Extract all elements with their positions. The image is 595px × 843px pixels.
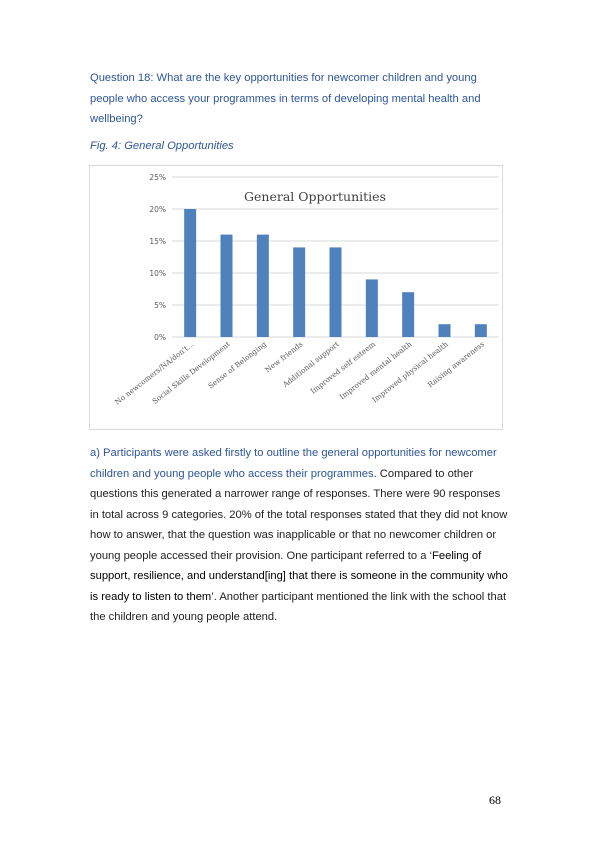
question-text: Question 18: What are the key opportunit… bbox=[90, 72, 481, 125]
y-tick-label: 10% bbox=[149, 269, 166, 278]
participant-quote: Feeling of support, resilience, and unde… bbox=[90, 549, 508, 603]
bar bbox=[220, 234, 233, 337]
y-tick-label: 25% bbox=[149, 173, 166, 182]
bar bbox=[184, 209, 197, 337]
page-number: 68 bbox=[489, 793, 501, 807]
intro-highlight: a) Participants were asked firstly to ou… bbox=[90, 447, 497, 480]
body-text-2: ’. Another participant mentioned the lin… bbox=[90, 590, 507, 624]
bar bbox=[329, 247, 342, 337]
chart-title: General Opportunities bbox=[244, 189, 386, 204]
y-tick-label: 20% bbox=[149, 205, 166, 214]
y-tick-label: 0% bbox=[154, 333, 166, 342]
bar-chart: 0% 5% 10% 15% 20% 25% General Opportunities No … bbox=[89, 165, 503, 430]
bar bbox=[256, 234, 269, 337]
bar bbox=[293, 247, 306, 337]
chart-canvas: 0%5%10%15%20%25%General OpportunitiesNo … bbox=[113, 173, 499, 407]
figure-caption: Fig. 4: General Opportunities bbox=[90, 140, 234, 152]
bar bbox=[438, 324, 451, 337]
y-tick-label: 5% bbox=[154, 301, 166, 310]
bar bbox=[474, 324, 487, 337]
x-tick-label: Improved self esteem bbox=[309, 339, 377, 395]
bar bbox=[365, 279, 378, 337]
bar bbox=[402, 292, 415, 337]
body-paragraph: a) Participants were asked firstly to ou… bbox=[90, 443, 510, 628]
body-text-1: . Compared to other questions this gener… bbox=[90, 467, 508, 562]
y-tick-label: 15% bbox=[149, 237, 166, 246]
